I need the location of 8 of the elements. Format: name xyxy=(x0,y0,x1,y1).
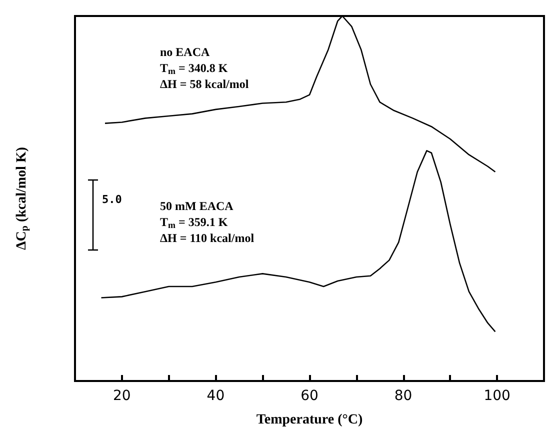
x-tick-label: 60 xyxy=(300,388,318,404)
x-tick-label: 20 xyxy=(112,388,131,404)
x-tick-label: 80 xyxy=(394,388,412,404)
annotation: 5.0 xyxy=(102,193,122,206)
y-axis-title: ΔCp (kcal/mol K) xyxy=(14,146,30,250)
x-tick-label: 100 xyxy=(484,388,510,404)
x-tick-label: 40 xyxy=(206,388,225,404)
x-axis-title: Temperature (°C) xyxy=(256,412,363,428)
